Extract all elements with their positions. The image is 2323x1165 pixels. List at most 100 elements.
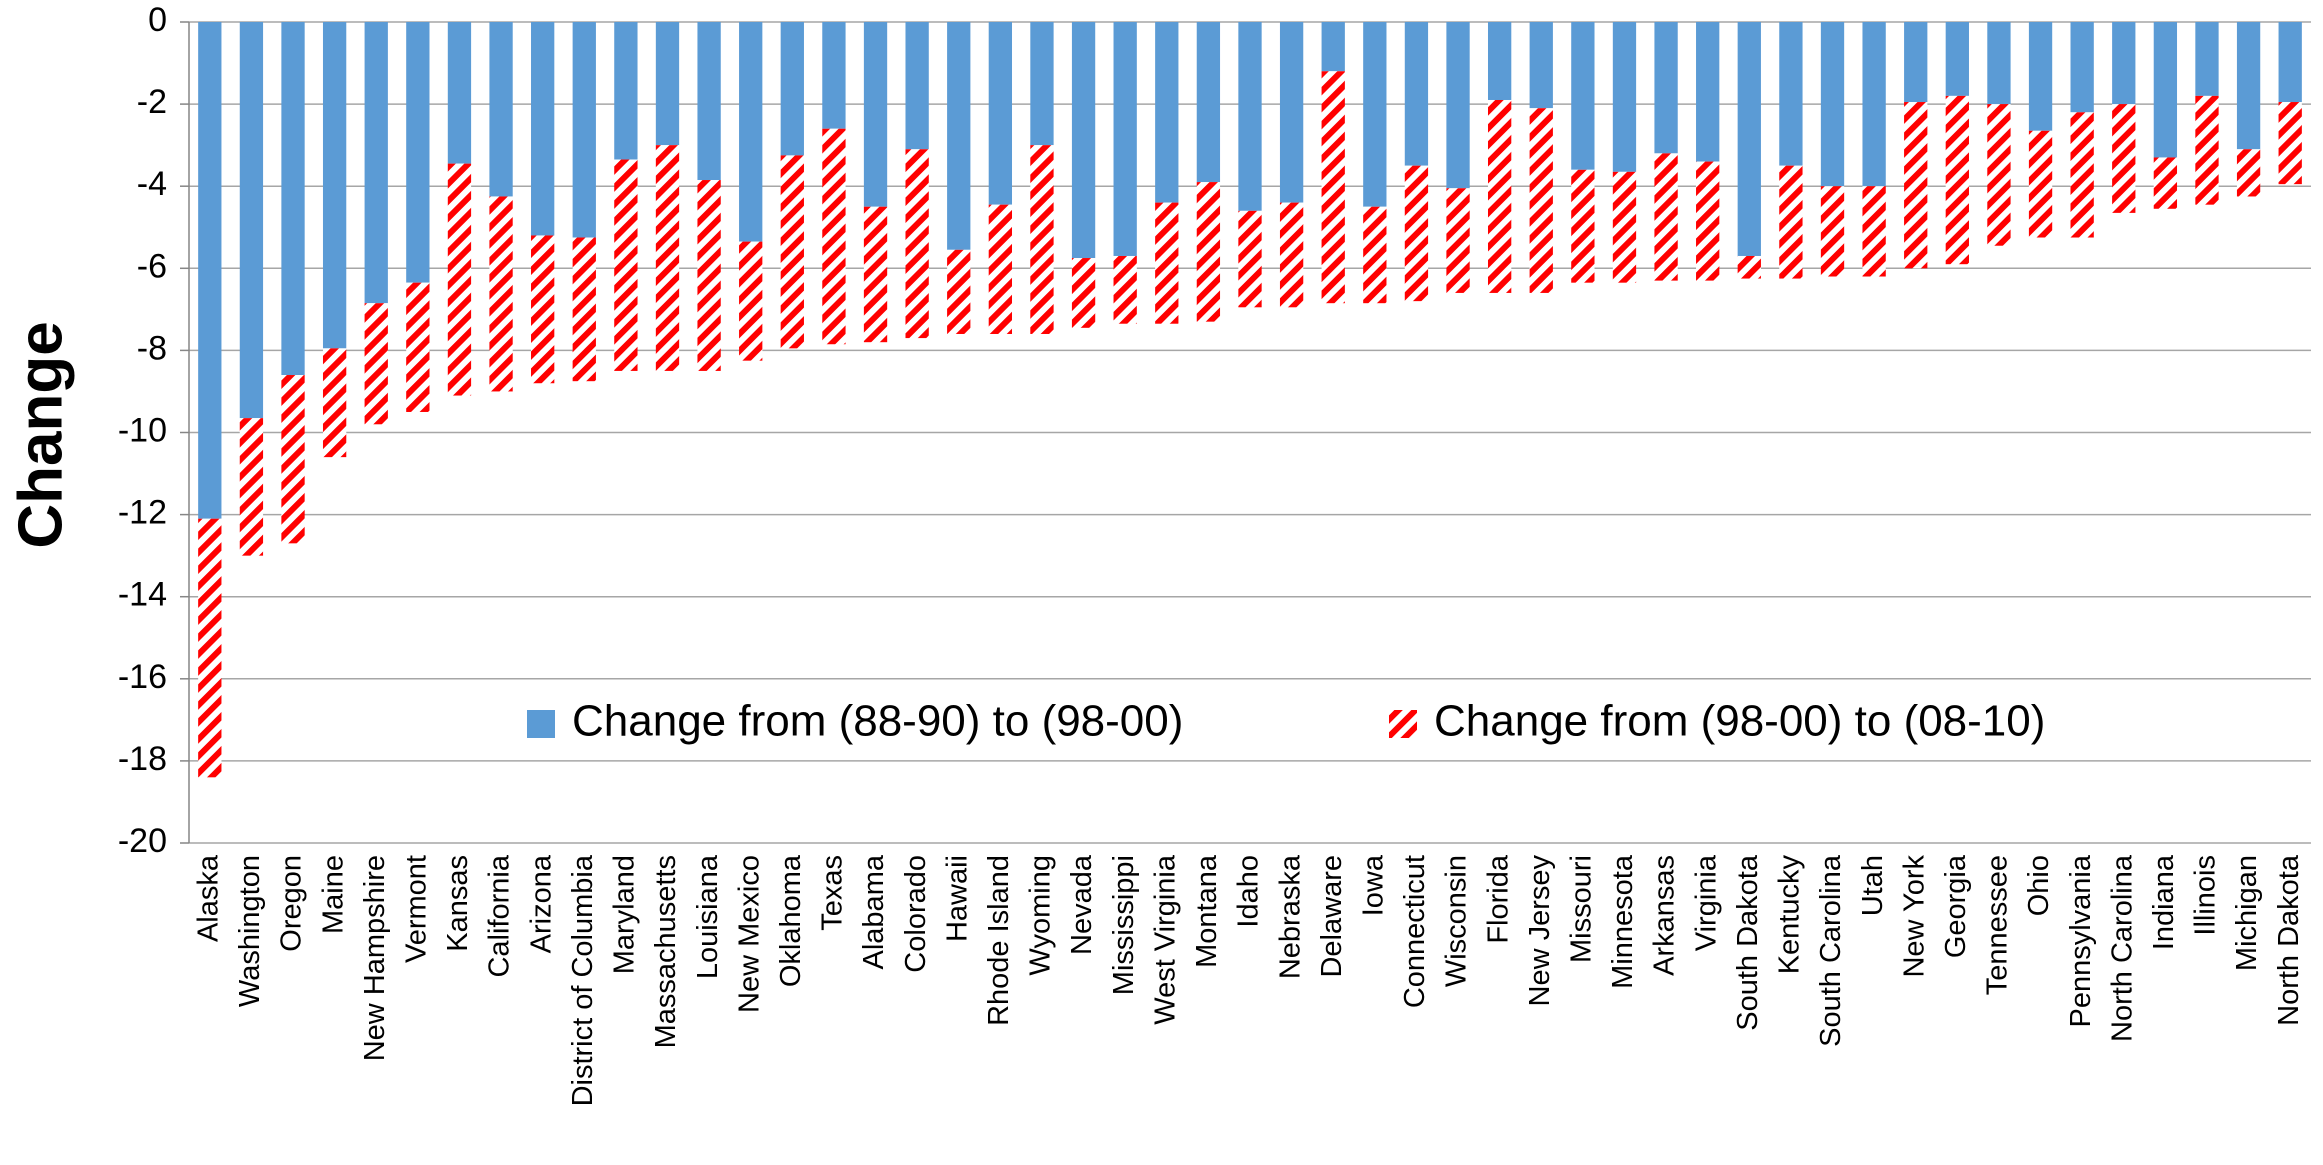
y-tick-label: -18 [118, 740, 167, 778]
bar-segment [1446, 188, 1470, 293]
x-tick-label: Oklahoma [775, 854, 807, 987]
bar-segment [364, 22, 388, 304]
bar-segment [572, 22, 596, 238]
x-tick-label: Maryland [609, 855, 641, 974]
bar-segment [655, 22, 680, 146]
bar-segment [2195, 95, 2219, 205]
y-tick-label: -10 [118, 411, 167, 449]
bar-segment [1321, 22, 1345, 72]
y-tick-label: -16 [118, 658, 167, 696]
x-tick-label: Kansas [442, 855, 474, 952]
y-tick-label: -12 [118, 494, 167, 532]
bar-segment [447, 163, 472, 396]
x-tick-label: Utah [1857, 855, 1889, 916]
bar-segment [1071, 22, 1096, 259]
bar-segment [905, 149, 929, 339]
bar-segment [1529, 22, 1553, 109]
bar-segment [1363, 206, 1387, 304]
bar-segment [1155, 22, 1179, 203]
bar-segment [1071, 258, 1096, 328]
x-tick-label: California [484, 854, 516, 977]
x-tick-label: Kentucky [1774, 855, 1806, 975]
bar-segment [2028, 130, 2053, 238]
x-tick-label: District of Columbia [567, 854, 599, 1106]
bar-segment [655, 145, 680, 371]
x-tick-label: Pennsylvania [2065, 854, 2097, 1027]
bar-segment [281, 22, 305, 376]
legend-swatch [527, 710, 555, 738]
bar-segment [822, 128, 846, 345]
x-tick-label: North Carolina [2106, 854, 2138, 1042]
bar-segment [1571, 22, 1595, 170]
bar-segment [406, 282, 430, 412]
bar-segment [2070, 22, 2094, 113]
bar-segment [1612, 22, 1637, 172]
x-tick-label: Vermont [400, 855, 432, 963]
x-tick-label: New York [1898, 855, 1930, 978]
y-tick-label: -14 [118, 576, 167, 614]
bar-segment [1779, 165, 1803, 279]
bar-segment [1987, 22, 2011, 105]
bar-segment [322, 22, 347, 349]
bar-segment [947, 249, 971, 334]
bar-segment [2278, 22, 2302, 103]
bar-segment [1696, 161, 1720, 281]
bar-segment [489, 22, 513, 197]
bar-segment [1404, 22, 1429, 166]
bar-segment [1612, 171, 1637, 283]
x-tick-label: Oregon [276, 855, 308, 952]
x-tick-label: Michigan [2231, 855, 2263, 971]
y-tick-label: 0 [148, 1, 167, 39]
bar-segment [1654, 22, 1678, 154]
bar-segment [447, 22, 472, 164]
bar-segment [2028, 22, 2053, 131]
x-tick-label: Tennessee [1982, 855, 2014, 995]
bar-segment [1279, 22, 1304, 203]
bar-segment [1904, 102, 1928, 269]
bar-segment [239, 22, 264, 419]
bar-segment [1196, 22, 1221, 183]
x-tick-label: Louisiana [692, 854, 724, 979]
bar-segment [1279, 202, 1304, 308]
bar-segment [780, 22, 804, 156]
legend-label: Change from (98-00) to (08-10) [1434, 697, 2045, 746]
legend-swatch [1389, 710, 1417, 738]
bar-segment [2153, 157, 2178, 209]
x-tick-label: Florida [1482, 854, 1514, 944]
bar-segment [905, 22, 929, 150]
bar-segment [988, 204, 1013, 334]
x-tick-label: Idaho [1233, 855, 1265, 928]
bar-segment [1945, 22, 1969, 96]
bar-segment [1238, 210, 1262, 308]
bar-segment [822, 22, 846, 129]
x-tick-label: Massachusetts [650, 855, 682, 1048]
x-tick-label: Indiana [2148, 854, 2180, 950]
bar-segment [947, 22, 971, 250]
x-tick-label: North Dakota [2273, 854, 2305, 1026]
bar-segment [572, 237, 596, 382]
x-tick-label: Iowa [1357, 854, 1389, 916]
bar-segment [198, 22, 222, 519]
bar-segment [780, 155, 804, 349]
y-axis-label: Change [6, 321, 75, 548]
bar-segment [1945, 95, 1969, 265]
x-tick-label: Wyoming [1025, 855, 1057, 976]
y-tick-label: -8 [137, 329, 167, 367]
x-tick-label: Alaska [192, 854, 224, 942]
x-tick-label: Illinois [2190, 855, 2222, 936]
bar-segment [1529, 108, 1553, 293]
bar-segment [2278, 102, 2302, 185]
bar-segment [863, 206, 888, 343]
x-tick-label: Connecticut [1399, 855, 1431, 1008]
bar-segment [2112, 22, 2136, 105]
bar-segment [364, 303, 388, 425]
y-tick-label: -6 [137, 247, 167, 285]
x-tick-label: Hawaii [941, 855, 973, 942]
bar-segment [739, 22, 763, 242]
x-tick-label: Maine [317, 855, 349, 934]
bar-segment [281, 375, 305, 544]
bar-segment [198, 518, 222, 778]
bar-segment [1321, 71, 1345, 304]
x-tick-label: Wisconsin [1441, 855, 1473, 987]
bar-segment [489, 196, 513, 392]
